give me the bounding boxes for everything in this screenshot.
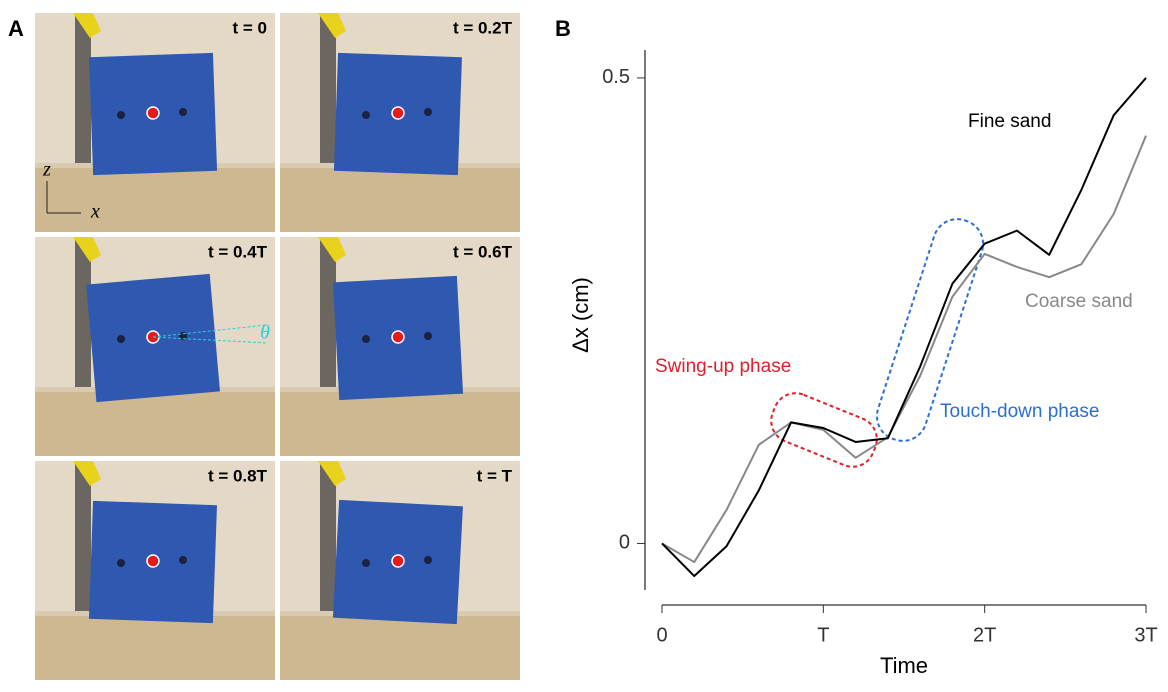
frame-axis-label: x	[90, 201, 100, 223]
photo-label: t = 0.8T	[208, 466, 268, 485]
marker	[179, 108, 187, 116]
sand	[35, 168, 275, 232]
x-tick-label: 3T	[1134, 624, 1157, 646]
panel-label: A	[8, 16, 24, 41]
photo-label: t = T	[477, 466, 513, 485]
photo: t = 0 z x	[35, 13, 275, 232]
arm	[318, 13, 346, 38]
arm	[73, 461, 101, 486]
pole	[75, 13, 91, 163]
series-label: Fine sand	[968, 111, 1051, 132]
center-dot	[391, 554, 405, 568]
photo-label: t = 0.4T	[208, 242, 268, 261]
sand	[35, 616, 275, 680]
photo: t = T	[280, 461, 520, 680]
photo: t = 0.6T	[280, 237, 520, 456]
photo: t = 0.2T	[280, 13, 520, 232]
marker	[362, 335, 370, 343]
annotation: Swing-up phase	[655, 356, 791, 377]
photo: t = 0.8T	[35, 461, 275, 680]
sand	[35, 392, 275, 456]
center-dot	[146, 106, 160, 120]
marker	[117, 111, 125, 119]
panel-label: B	[555, 16, 571, 41]
angle-lines	[152, 324, 268, 344]
sand	[280, 392, 520, 456]
y-tick-label: 0.5	[602, 66, 630, 88]
series-line	[661, 135, 1147, 564]
center-dot	[391, 330, 405, 344]
arm	[318, 461, 346, 486]
angle-label: θ	[260, 322, 270, 344]
x-tick-label: 0	[656, 624, 667, 646]
arm	[318, 237, 346, 262]
pole	[320, 237, 336, 387]
x-axis-label: Time	[880, 653, 928, 678]
pole	[75, 237, 91, 387]
y-tick-label: 0	[619, 532, 630, 554]
x-tick-label: 2T	[973, 624, 996, 646]
marker	[424, 332, 432, 340]
frame-axis-label: z	[42, 159, 51, 181]
marker	[179, 556, 187, 564]
photo: t = 0.4T θ	[35, 237, 275, 456]
series-label: Coarse sand	[1025, 291, 1133, 312]
photo-label: t = 0.6T	[453, 242, 513, 261]
center-dot	[146, 554, 160, 568]
marker	[117, 335, 125, 343]
photo-label: t = 0.2T	[453, 18, 513, 37]
marker	[117, 559, 125, 567]
photo-grid: t = 0 z x t = 0.2T t = 0.4T θ t = 0.6T t = 0.8T…	[35, 13, 520, 680]
pole	[320, 461, 336, 611]
sand	[280, 616, 520, 680]
center-dot	[391, 106, 405, 120]
pole	[75, 461, 91, 611]
pole	[320, 13, 336, 163]
swing-up-outline	[770, 392, 878, 468]
arm	[73, 237, 101, 262]
sand	[280, 168, 520, 232]
marker	[362, 111, 370, 119]
photo-label: t = 0	[233, 18, 268, 37]
marker	[424, 108, 432, 116]
x-tick-label: T	[817, 624, 829, 646]
touch-down-outline	[875, 218, 985, 442]
marker	[362, 559, 370, 567]
arm	[73, 13, 101, 38]
annotation: Touch-down phase	[940, 401, 1100, 422]
series-line	[661, 77, 1147, 578]
y-axis-label: Δx (cm)	[568, 277, 593, 353]
marker	[424, 556, 432, 564]
